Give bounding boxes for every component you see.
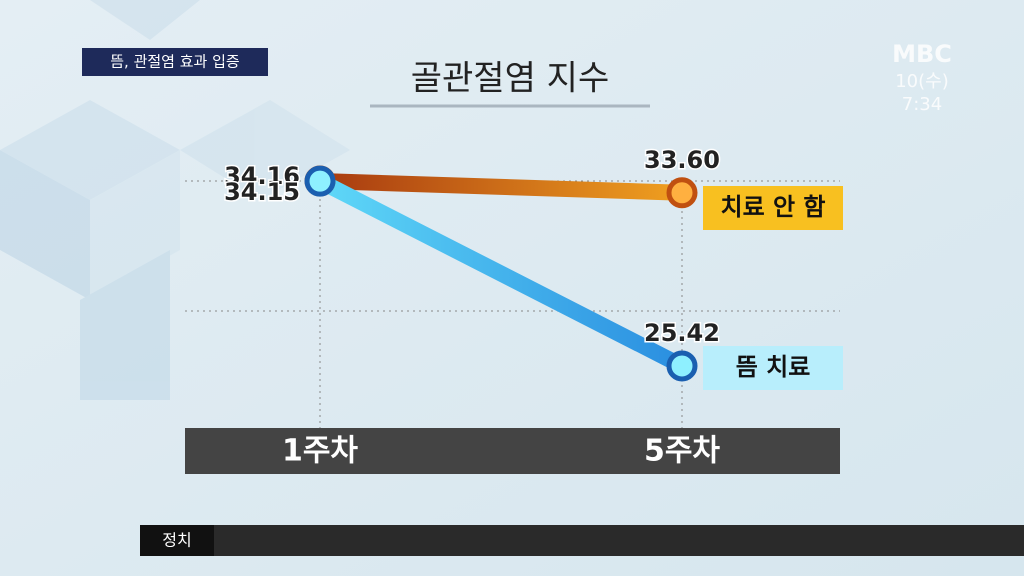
- series-line: [312, 173, 690, 374]
- value-label: 33.60: [644, 146, 720, 174]
- tag-box: [82, 48, 268, 76]
- channel-logo: MBC: [892, 40, 952, 68]
- category-bar: [185, 428, 840, 474]
- news-tag: 뜸, 관절염 효과 입증: [110, 53, 239, 71]
- point: [666, 350, 698, 382]
- ticker-section: 정치: [162, 531, 191, 550]
- x-tick-label: 5주차: [644, 434, 720, 469]
- ticker-bar: [140, 525, 1024, 556]
- value-label: 34.15: [224, 178, 300, 206]
- series-line: [312, 172, 690, 201]
- legend-label: 치료 안 함: [720, 193, 825, 221]
- legend-box: [703, 346, 843, 390]
- x-tick-label: 1주차: [282, 434, 358, 469]
- legend-box: [703, 186, 843, 230]
- plot: 1주차 5주차 치료 안 함뜸 치료 34.16 33.60 34.15 25.42: [223, 144, 843, 469]
- point: [304, 165, 336, 197]
- value-label: 34.16: [224, 162, 300, 190]
- date: 10(수): [895, 71, 949, 92]
- ticker-label-box: [140, 525, 214, 556]
- cube-decoration: [0, 0, 350, 400]
- legend-label: 뜸 치료: [736, 353, 811, 381]
- time: 7:34: [902, 94, 942, 115]
- value-label: 25.42: [644, 319, 720, 347]
- chart-title: 골관절염 지수: [411, 59, 610, 99]
- point: [666, 177, 698, 209]
